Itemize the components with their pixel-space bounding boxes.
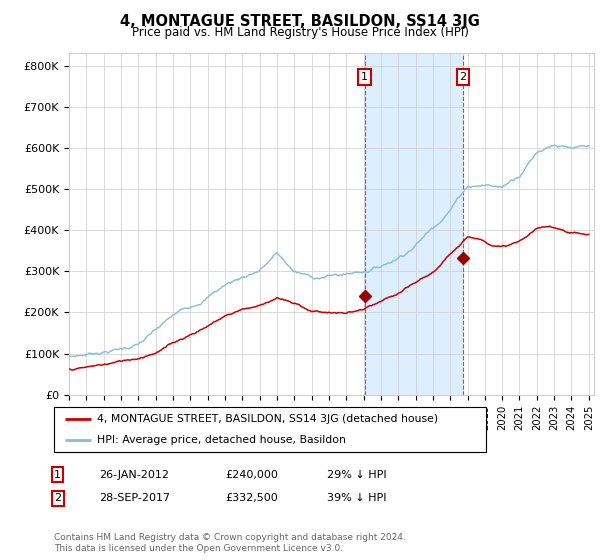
Text: 4, MONTAGUE STREET, BASILDON, SS14 3JG: 4, MONTAGUE STREET, BASILDON, SS14 3JG <box>120 14 480 29</box>
Text: 1: 1 <box>361 72 368 82</box>
Text: 2: 2 <box>54 493 61 503</box>
Text: £332,500: £332,500 <box>225 493 278 503</box>
Text: 39% ↓ HPI: 39% ↓ HPI <box>327 493 386 503</box>
Text: Contains HM Land Registry data © Crown copyright and database right 2024.
This d: Contains HM Land Registry data © Crown c… <box>54 533 406 553</box>
Text: 2: 2 <box>460 72 467 82</box>
Text: HPI: Average price, detached house, Basildon: HPI: Average price, detached house, Basi… <box>97 435 346 445</box>
Text: 28-SEP-2017: 28-SEP-2017 <box>99 493 170 503</box>
Text: 29% ↓ HPI: 29% ↓ HPI <box>327 470 386 480</box>
Text: 1: 1 <box>54 470 61 480</box>
Bar <box>365 53 463 395</box>
Text: £240,000: £240,000 <box>225 470 278 480</box>
Text: 4, MONTAGUE STREET, BASILDON, SS14 3JG (detached house): 4, MONTAGUE STREET, BASILDON, SS14 3JG (… <box>97 414 439 424</box>
Text: 26-JAN-2012: 26-JAN-2012 <box>99 470 169 480</box>
Text: Price paid vs. HM Land Registry's House Price Index (HPI): Price paid vs. HM Land Registry's House … <box>131 26 469 39</box>
